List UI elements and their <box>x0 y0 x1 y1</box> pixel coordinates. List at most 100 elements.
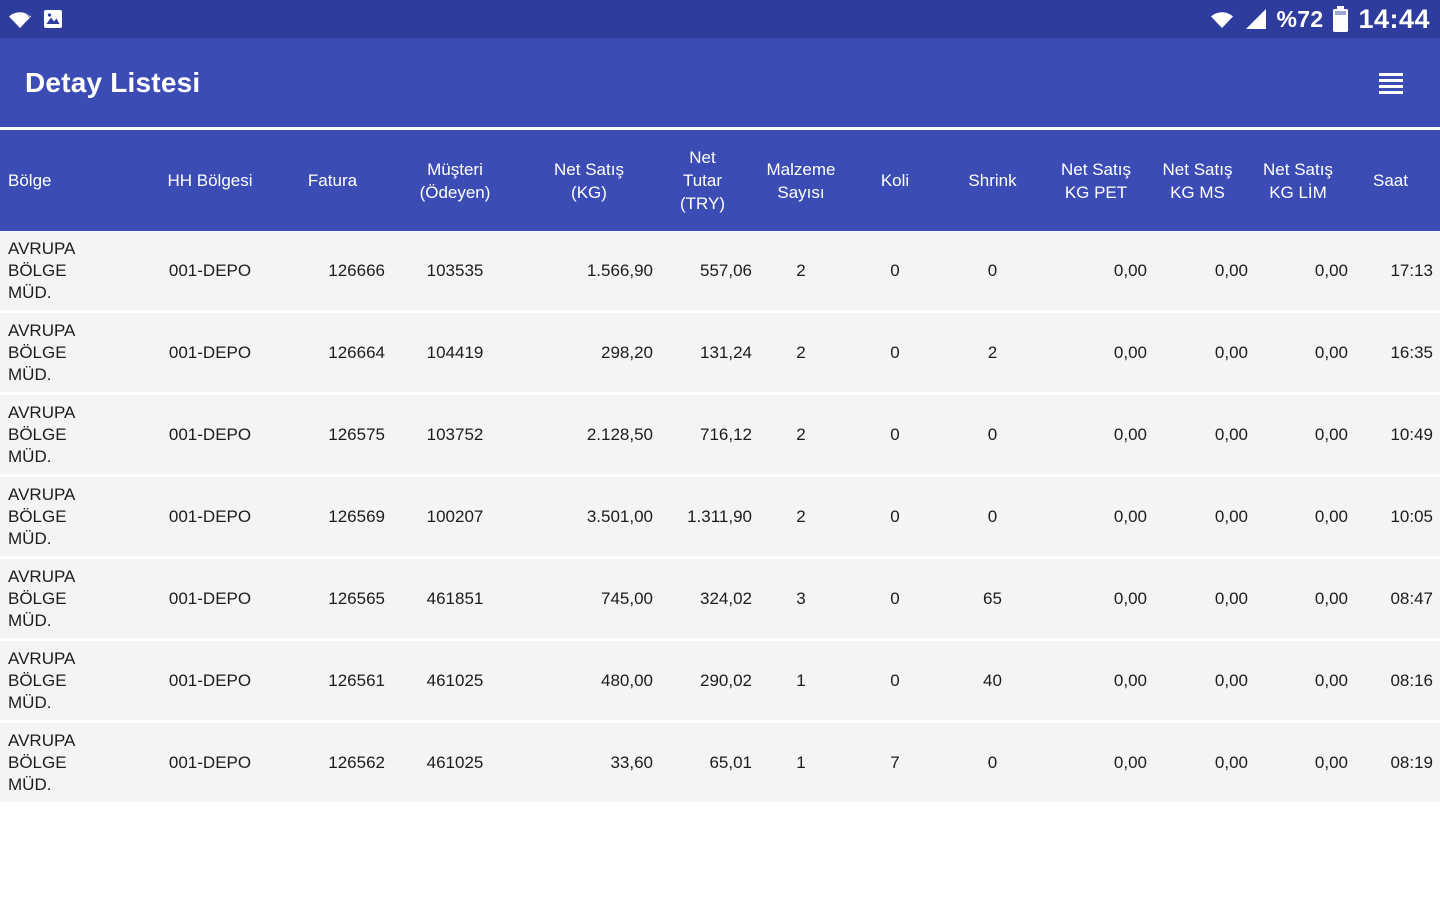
cell-net-satis-kg: 480,00 <box>525 670 653 692</box>
list-menu-icon[interactable] <box>1378 71 1404 95</box>
cell-net-satis-kg-lim: 0,00 <box>1248 260 1348 282</box>
cell-fatura: 126666 <box>280 260 385 282</box>
column-header-hh-bolgesi: HH Bölgesi <box>140 169 280 192</box>
cell-net-satis-kg-pet: 0,00 <box>1045 342 1147 364</box>
cell-saat: 16:35 <box>1348 342 1433 364</box>
cell-hh-bolgesi: 001-DEPO <box>140 506 280 528</box>
cell-fatura: 126562 <box>280 752 385 774</box>
cell-shrink: 0 <box>940 424 1045 446</box>
cell-malzeme-sayisi: 1 <box>752 752 850 774</box>
cell-net-satis-kg-pet: 0,00 <box>1045 588 1147 610</box>
cell-net-satis-kg-ms: 0,00 <box>1147 424 1248 446</box>
cell-net-satis-kg-ms: 0,00 <box>1147 260 1248 282</box>
cell-shrink: 0 <box>940 752 1045 774</box>
column-header-musteri-odeyen: Müşteri (Ödeyen) <box>385 158 525 204</box>
table-row[interactable]: AVRUPA BÖLGE MÜD.001-DEPO1265691002073.5… <box>0 477 1440 559</box>
cell-malzeme-sayisi: 3 <box>752 588 850 610</box>
cell-net-tutar-try: 557,06 <box>653 260 752 282</box>
table-row[interactable]: AVRUPA BÖLGE MÜD.001-DEPO126664104419298… <box>0 313 1440 395</box>
cell-net-satis-kg-lim: 0,00 <box>1248 506 1348 528</box>
cell-bolge: AVRUPA BÖLGE MÜD. <box>8 566 140 632</box>
status-bar-notifications <box>8 7 65 31</box>
cell-net-satis-kg-pet: 0,00 <box>1045 424 1147 446</box>
wifi-notification-icon <box>8 7 32 31</box>
cell-net-satis-kg-pet: 0,00 <box>1045 260 1147 282</box>
column-header-label: Net Satış KG PET <box>1052 158 1140 204</box>
column-header-koli: Koli <box>850 169 940 192</box>
cell-malzeme-sayisi: 2 <box>752 506 850 528</box>
column-header-saat: Saat <box>1348 169 1433 192</box>
column-header-net-tutar-try: Net Tutar (TRY) <box>653 146 752 215</box>
table-row[interactable]: AVRUPA BÖLGE MÜD.001-DEPO126561461025480… <box>0 641 1440 723</box>
table-row[interactable]: AVRUPA BÖLGE MÜD.001-DEPO12656246102533,… <box>0 723 1440 805</box>
cell-shrink: 65 <box>940 588 1045 610</box>
cell-koli: 7 <box>850 752 940 774</box>
cell-fatura: 126561 <box>280 670 385 692</box>
cell-shrink: 2 <box>940 342 1045 364</box>
cell-musteri-odeyen: 461025 <box>385 670 525 692</box>
cell-saat: 08:19 <box>1348 752 1433 774</box>
battery-icon <box>1332 5 1349 33</box>
cell-shrink: 40 <box>940 670 1045 692</box>
cell-net-satis-kg: 1.566,90 <box>525 260 653 282</box>
cell-net-satis-kg-lim: 0,00 <box>1248 424 1348 446</box>
column-header-label: HH Bölgesi <box>167 169 252 192</box>
cell-net-satis-kg-ms: 0,00 <box>1147 342 1248 364</box>
cell-bolge: AVRUPA BÖLGE MÜD. <box>8 648 140 714</box>
table-row[interactable]: AVRUPA BÖLGE MÜD.001-DEPO126565461851745… <box>0 559 1440 641</box>
cell-net-tutar-try: 290,02 <box>653 670 752 692</box>
cell-net-tutar-try: 131,24 <box>653 342 752 364</box>
cell-net-satis-kg: 298,20 <box>525 342 653 364</box>
cell-shrink: 0 <box>940 260 1045 282</box>
cell-musteri-odeyen: 100207 <box>385 506 525 528</box>
cell-bolge: AVRUPA BÖLGE MÜD. <box>8 238 140 304</box>
table-row[interactable]: AVRUPA BÖLGE MÜD.001-DEPO1266661035351.5… <box>0 231 1440 313</box>
battery-percentage: %72 <box>1277 6 1324 33</box>
cell-net-satis-kg-ms: 0,00 <box>1147 588 1248 610</box>
column-header-shrink: Shrink <box>940 169 1045 192</box>
cell-koli: 0 <box>850 260 940 282</box>
column-header-label: Müşteri (Ödeyen) <box>416 158 494 204</box>
column-header-label: Bölge <box>8 169 51 192</box>
cell-net-satis-kg: 33,60 <box>525 752 653 774</box>
cell-net-satis-kg-ms: 0,00 <box>1147 670 1248 692</box>
column-header-net-satis-kg: Net Satış (KG) <box>525 158 653 204</box>
cell-saat: 17:13 <box>1348 260 1433 282</box>
cell-net-satis-kg-ms: 0,00 <box>1147 752 1248 774</box>
table-row[interactable]: AVRUPA BÖLGE MÜD.001-DEPO1265751037522.1… <box>0 395 1440 477</box>
cell-fatura: 126664 <box>280 342 385 364</box>
column-header-label: Fatura <box>308 169 357 192</box>
cell-bolge: AVRUPA BÖLGE MÜD. <box>8 402 140 468</box>
cell-musteri-odeyen: 104419 <box>385 342 525 364</box>
column-header-label: Net Satış KG MS <box>1154 158 1242 204</box>
cell-net-satis-kg: 2.128,50 <box>525 424 653 446</box>
status-bar-indicators: %72 14:44 <box>1209 4 1431 35</box>
table-header-row: Bölge HH Bölgesi Fatura Müşteri (Ödeyen) Net… <box>0 130 1440 231</box>
cell-net-satis-kg-lim: 0,00 <box>1248 588 1348 610</box>
column-header-label: Koli <box>881 169 909 192</box>
cell-hh-bolgesi: 001-DEPO <box>140 342 280 364</box>
column-header-malzeme-sayisi: Malzeme Sayısı <box>752 158 850 204</box>
column-header-label: Shrink <box>968 169 1016 192</box>
cell-net-satis-kg-pet: 0,00 <box>1045 752 1147 774</box>
cell-net-satis-kg-ms: 0,00 <box>1147 506 1248 528</box>
cell-hh-bolgesi: 001-DEPO <box>140 260 280 282</box>
cell-bolge: AVRUPA BÖLGE MÜD. <box>8 484 140 550</box>
cell-musteri-odeyen: 103535 <box>385 260 525 282</box>
cell-hh-bolgesi: 001-DEPO <box>140 670 280 692</box>
cell-hh-bolgesi: 001-DEPO <box>140 752 280 774</box>
cell-musteri-odeyen: 461851 <box>385 588 525 610</box>
cell-koli: 0 <box>850 670 940 692</box>
cell-malzeme-sayisi: 1 <box>752 670 850 692</box>
screenshot-notification-icon <box>41 7 65 31</box>
cell-koli: 0 <box>850 588 940 610</box>
column-header-label: Saat <box>1373 169 1408 192</box>
app-bar: Detay Listesi <box>0 38 1440 130</box>
cell-malzeme-sayisi: 2 <box>752 260 850 282</box>
cell-hh-bolgesi: 001-DEPO <box>140 588 280 610</box>
cell-musteri-odeyen: 103752 <box>385 424 525 446</box>
table-body[interactable]: AVRUPA BÖLGE MÜD.001-DEPO1266661035351.5… <box>0 231 1440 805</box>
column-header-net-satis-kg-ms: Net Satış KG MS <box>1147 158 1248 204</box>
cell-saat: 10:05 <box>1348 506 1433 528</box>
detail-table: Bölge HH Bölgesi Fatura Müşteri (Ödeyen) Net… <box>0 130 1440 805</box>
